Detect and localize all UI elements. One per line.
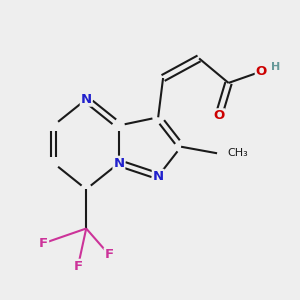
Text: F: F [104,248,114,261]
Text: O: O [256,65,267,78]
Text: CH₃: CH₃ [227,148,248,158]
Text: N: N [81,93,92,106]
Text: O: O [213,109,224,122]
Text: N: N [153,170,164,183]
Text: F: F [39,237,48,250]
Text: H: H [271,61,280,72]
Text: N: N [113,157,124,169]
Text: F: F [74,260,82,273]
